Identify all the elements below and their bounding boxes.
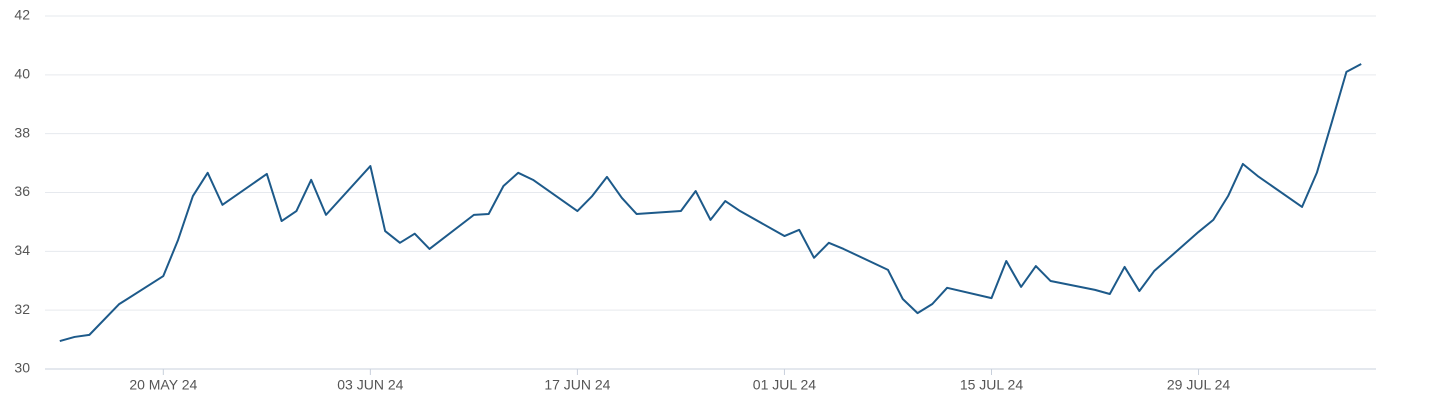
y-tick-label: 36 bbox=[14, 183, 30, 199]
y-tick-label: 32 bbox=[14, 301, 30, 317]
y-tick-label: 42 bbox=[14, 7, 30, 23]
x-tick-label: 03 JUN 24 bbox=[337, 377, 403, 393]
x-tick-label: 20 MAY 24 bbox=[129, 377, 197, 393]
x-tick-label: 29 JUL 24 bbox=[1167, 377, 1231, 393]
x-tick-label: 17 JUN 24 bbox=[544, 377, 610, 393]
x-tick-label: 15 JUL 24 bbox=[960, 377, 1024, 393]
y-tick-label: 30 bbox=[14, 360, 30, 376]
y-tick-label: 38 bbox=[14, 124, 30, 140]
y-tick-label: 34 bbox=[14, 242, 30, 258]
line bbox=[59, 63, 1362, 343]
y-tick-label: 40 bbox=[14, 66, 30, 82]
x-tick-label: 01 JUL 24 bbox=[753, 377, 817, 393]
